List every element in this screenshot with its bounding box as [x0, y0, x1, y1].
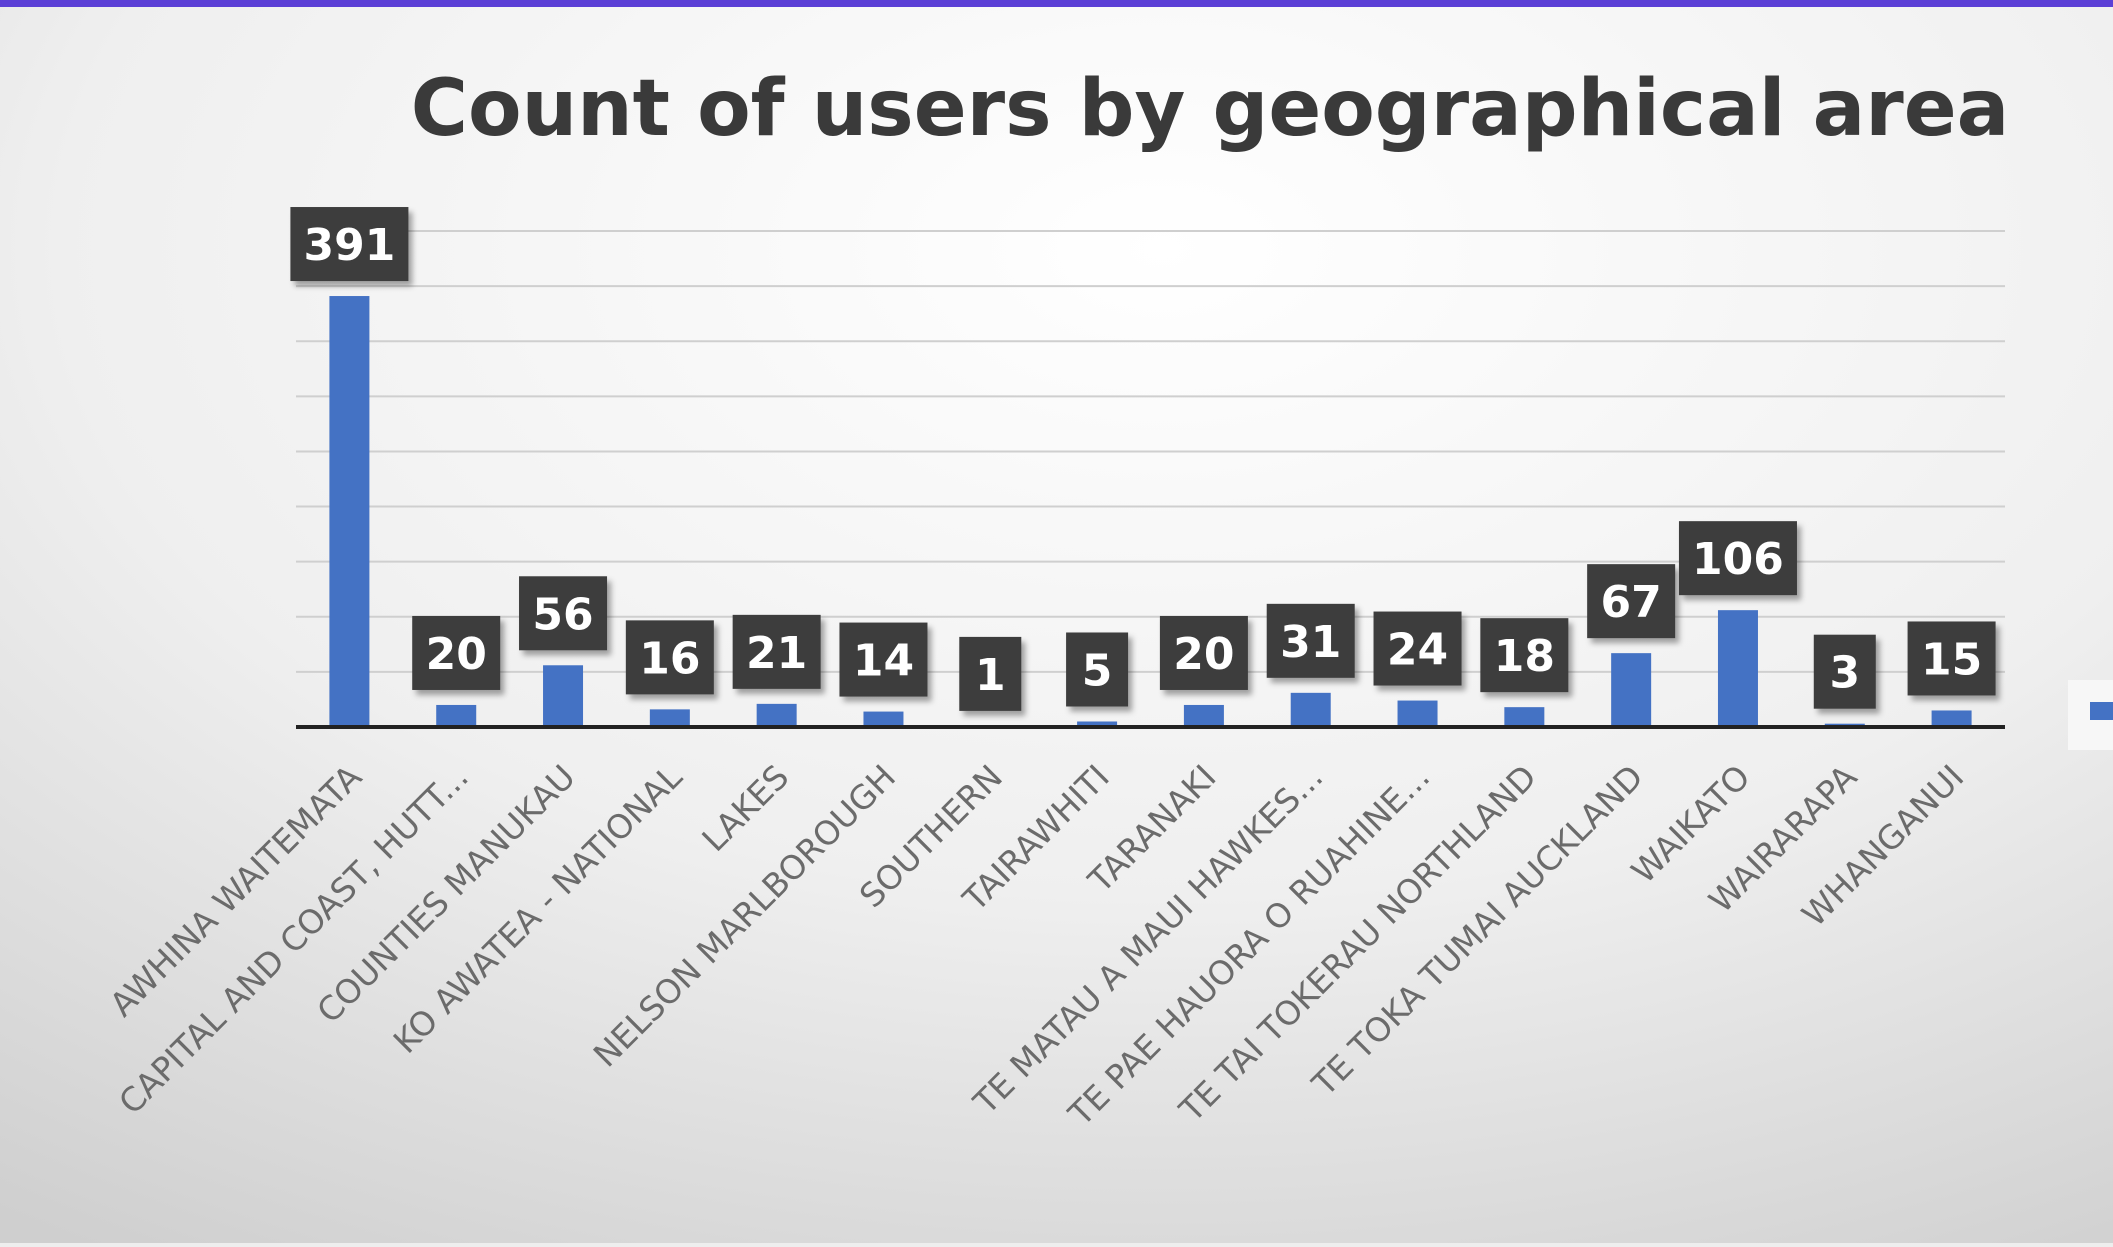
data-label: 18 — [1480, 618, 1569, 693]
bar — [863, 711, 904, 727]
data-label: 15 — [1907, 621, 1996, 696]
data-label-text: 391 — [303, 220, 395, 271]
data-label-text: 15 — [1921, 634, 1982, 685]
data-label-box — [412, 615, 501, 690]
data-label: 24 — [1373, 611, 1462, 686]
data-label-text: 20 — [1173, 629, 1234, 680]
bar — [649, 709, 690, 727]
chart-title: Count of users by geographical area — [411, 64, 2010, 154]
data-label-text: 16 — [639, 633, 700, 684]
bar — [1931, 710, 1972, 727]
data-label-text: 31 — [1280, 617, 1341, 668]
bar — [1611, 653, 1652, 727]
data-label: 31 — [1266, 603, 1355, 678]
bar — [543, 665, 584, 727]
bar — [1717, 610, 1758, 727]
data-label-box — [1373, 611, 1462, 686]
data-label: 21 — [732, 614, 821, 689]
data-label: 20 — [412, 615, 501, 690]
data-label-text: 21 — [746, 628, 807, 679]
data-label: 3 — [1813, 634, 1876, 709]
data-label: 5 — [1066, 632, 1129, 707]
bar — [329, 296, 370, 727]
bar — [1290, 692, 1331, 727]
data-label-box — [1159, 615, 1248, 690]
data-label-box — [1587, 564, 1676, 639]
data-label-text: 106 — [1692, 534, 1784, 585]
data-label: 1 — [959, 636, 1022, 711]
bar — [1397, 700, 1438, 727]
data-label: 106 — [1678, 521, 1797, 596]
data-label-box — [1480, 618, 1569, 693]
data-label-text: 20 — [426, 629, 487, 680]
data-label-box — [1678, 521, 1797, 596]
bar — [436, 704, 477, 727]
bar — [756, 703, 797, 727]
data-label: 14 — [839, 622, 928, 697]
bars — [329, 296, 1972, 727]
bar — [1183, 704, 1224, 727]
data-label-box — [519, 576, 608, 651]
data-label-box — [1066, 632, 1129, 707]
data-label-text: 67 — [1601, 577, 1662, 628]
data-label: 67 — [1587, 564, 1676, 639]
data-label-text: 18 — [1494, 631, 1555, 682]
data-label-text: 56 — [532, 589, 593, 640]
legend-swatch — [2090, 702, 2113, 720]
data-label-box — [732, 614, 821, 689]
data-label-box — [839, 622, 928, 697]
data-label: 391 — [290, 207, 409, 282]
bar — [1504, 707, 1545, 727]
data-label-box — [290, 207, 409, 282]
data-label-text: 3 — [1829, 648, 1860, 699]
data-label-box — [1907, 621, 1996, 696]
data-label-box — [1266, 603, 1355, 678]
data-label-text: 24 — [1387, 625, 1448, 676]
legend — [2068, 680, 2113, 750]
bar — [1077, 721, 1118, 727]
data-label-box — [625, 620, 714, 695]
data-label-text: 14 — [853, 636, 914, 687]
data-label-box — [1813, 634, 1876, 709]
data-label-text: 5 — [1082, 645, 1113, 696]
data-label: 16 — [625, 620, 714, 695]
data-label: 56 — [519, 576, 608, 651]
data-label-text: 1 — [975, 650, 1006, 701]
top-border — [0, 0, 2113, 7]
data-label: 20 — [1159, 615, 1248, 690]
data-label-box — [959, 636, 1022, 711]
